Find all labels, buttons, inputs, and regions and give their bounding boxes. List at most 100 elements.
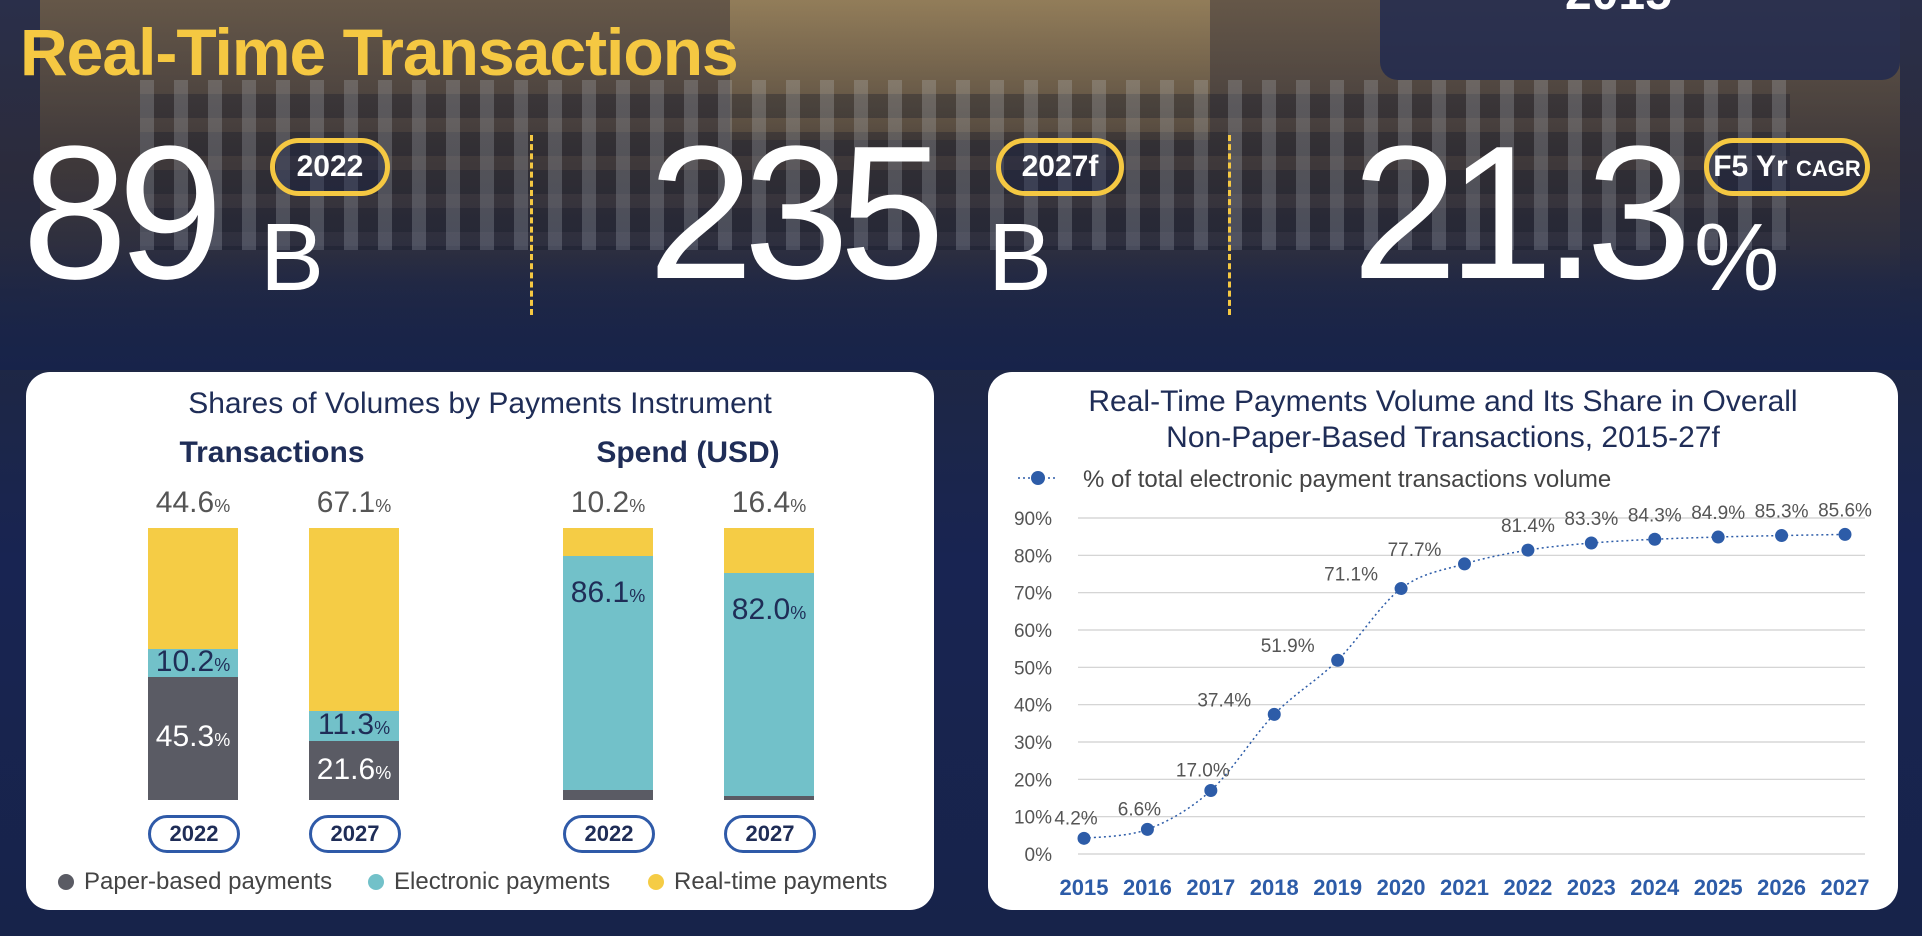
group-title: Transactions <box>179 436 365 469</box>
page-title: Real-Time Transactions <box>20 15 739 89</box>
legend-realtime-label: Real-time payments <box>674 868 888 895</box>
data-point <box>1584 536 1598 550</box>
legend-electronic-swatch <box>368 874 384 890</box>
kpi-value: 235 <box>648 107 945 319</box>
data-point <box>1838 527 1852 541</box>
kpi-cagr: 21.3 % F5 Yr CAGR <box>1352 118 1912 318</box>
bar-segment-electronic <box>148 649 238 677</box>
bar-segment-electronic <box>309 710 399 742</box>
x-tick-label: 2021 <box>1440 875 1489 900</box>
kpi-badge-small: CAGR <box>1796 156 1861 181</box>
realtime-share-card: Real-Time Payments Volume and Its Share … <box>988 372 1898 910</box>
percent-sign: % <box>790 496 807 516</box>
bar-segment-label: 10.2% <box>155 645 231 679</box>
data-label: 85.6% <box>1818 500 1872 521</box>
y-tick-label: 60% <box>1014 621 1052 642</box>
bar-segment-label: 86.1% <box>570 575 646 609</box>
bar-segment-realtime <box>309 528 399 711</box>
percent-sign: % <box>375 496 392 516</box>
data-label: 84.3% <box>1628 505 1682 526</box>
data-point <box>1394 582 1408 596</box>
x-tick-label: 2023 <box>1567 875 1616 900</box>
bar-top-label: 10.2% <box>570 486 646 519</box>
kpi-badge: F5 Yr CAGR <box>1704 138 1870 196</box>
legend-label: % of total electronic payment transactio… <box>1083 466 1611 493</box>
kpi-value: 89 <box>22 107 223 319</box>
x-tick-label: 2018 <box>1250 875 1299 900</box>
legend-paper-label: Paper-based payments <box>84 868 333 895</box>
data-point <box>1204 784 1218 798</box>
bar-top-label: 16.4% <box>731 486 807 519</box>
x-tick-label: 2020 <box>1377 875 1426 900</box>
y-tick-label: 50% <box>1014 658 1052 679</box>
shares-chart-title: Shares of Volumes by Payments Instrument <box>188 387 772 420</box>
bar-segment-electronic <box>563 555 653 790</box>
series-line <box>1083 533 1846 840</box>
data-point <box>1331 653 1345 667</box>
legend-electronic-label: Electronic payments <box>394 868 611 895</box>
bar-top-label: 44.6% <box>155 486 231 519</box>
data-label: 51.9% <box>1261 636 1315 657</box>
data-point <box>1521 543 1535 557</box>
kpi-unit: B <box>260 204 325 311</box>
bar-segment-electronic <box>724 572 814 796</box>
percent-sign: % <box>629 496 646 516</box>
data-label: 4.2% <box>1054 808 1097 829</box>
bar-segment-realtime <box>563 528 653 556</box>
y-tick-label: 30% <box>1014 733 1052 754</box>
data-point <box>1775 529 1789 543</box>
data-point <box>1140 822 1154 836</box>
bar-segment-label: 11.3% <box>317 707 391 741</box>
legend-realtime: Real-time payments <box>648 868 887 896</box>
kpi-2027-volume: 235 B 2027f <box>648 118 1148 318</box>
x-tick-label: 2016 <box>1123 875 1172 900</box>
bar-segment-realtime <box>724 528 814 573</box>
kpi-badge: 2027f <box>996 138 1124 196</box>
year-pill: 2027 <box>309 815 401 853</box>
percent-sign: % <box>790 602 807 623</box>
top-box-text: 2015 <box>1565 0 1672 21</box>
percent-sign: % <box>374 717 391 738</box>
line-chart: % of total electronic payment transactio… <box>1014 466 1872 900</box>
y-tick-label: 10% <box>1014 808 1052 829</box>
divider <box>530 135 533 315</box>
bar-segment-label: 21.6% <box>316 752 392 786</box>
data-label: 37.4% <box>1197 690 1251 711</box>
data-point <box>1267 707 1281 721</box>
x-tick-label: 2017 <box>1186 875 1235 900</box>
x-tick-label: 2022 <box>1503 875 1552 900</box>
x-tick-label: 2024 <box>1630 875 1680 900</box>
data-label: 83.3% <box>1564 509 1618 530</box>
percent-sign: % <box>214 496 231 516</box>
percent-sign: % <box>214 730 231 751</box>
data-label: 81.4% <box>1501 516 1555 537</box>
kpi-unit: B <box>988 204 1053 311</box>
x-tick-label: 2019 <box>1313 875 1362 900</box>
data-label: 71.1% <box>1324 565 1378 586</box>
y-tick-label: 90% <box>1014 509 1052 530</box>
y-tick-label: 0% <box>1025 845 1053 866</box>
data-label: 84.9% <box>1691 503 1745 524</box>
data-point <box>1648 532 1662 546</box>
y-tick-label: 70% <box>1014 584 1052 605</box>
y-tick-label: 40% <box>1014 696 1052 717</box>
y-tick-label: 80% <box>1014 546 1052 567</box>
kpi-unit: % <box>1694 204 1780 311</box>
kpi-badge: 2022 <box>270 138 390 196</box>
year-pill: 2022 <box>148 815 240 853</box>
data-label: 6.6% <box>1118 799 1161 820</box>
divider <box>1228 135 1231 315</box>
bar-segment-realtime <box>148 528 238 650</box>
bar-segment-paper <box>563 789 653 800</box>
data-label: 17.0% <box>1176 761 1230 782</box>
y-tick-label: 20% <box>1014 770 1052 791</box>
legend-paper: Paper-based payments <box>58 868 332 896</box>
percent-sign: % <box>375 762 392 783</box>
data-point <box>1077 831 1091 845</box>
legend-paper-swatch <box>58 874 74 890</box>
top-right-box: 2015 <box>1380 0 1900 80</box>
legend-electronic: Electronic payments <box>368 868 610 896</box>
data-point <box>1711 530 1725 544</box>
data-point <box>1458 557 1471 571</box>
kpi-badge-main: F5 Yr <box>1713 150 1788 183</box>
